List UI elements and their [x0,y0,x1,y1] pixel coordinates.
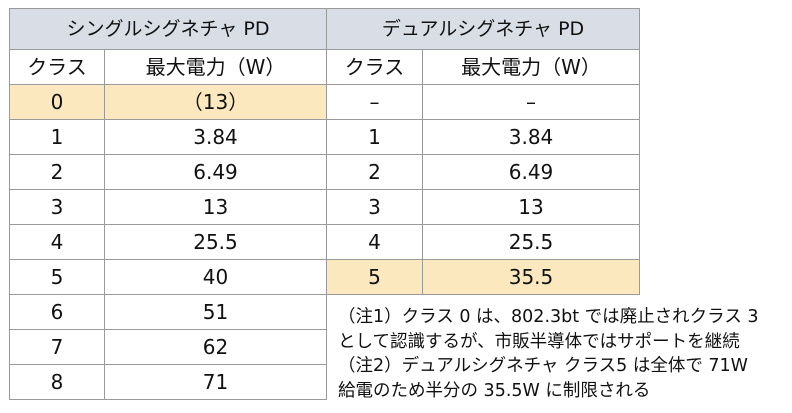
table-row: 1 3.84 [326,119,640,155]
table-row: 6 51 [9,294,327,330]
class-cell: 3 [326,189,423,225]
class-cell: 4 [326,224,423,260]
power-cell: 35.5 [422,259,640,295]
class-cell: 7 [9,329,105,365]
note-line: （注1）クラス 0 は、802.3bt では廃止されクラス 3 [338,307,759,327]
class-cell: 5 [326,259,423,295]
power-cell: 3.84 [422,119,640,155]
table-row: 5 35.5 [326,259,640,295]
power-cell: – [422,84,640,120]
power-cell: 6.49 [422,154,640,190]
table-row: 2 6.49 [326,154,640,190]
power-cell: 25.5 [422,224,640,260]
table-row: 7 62 [9,329,327,365]
table-row: 5 40 [9,259,327,295]
power-cell: 13 [422,189,640,225]
power-cell: 40 [104,259,327,295]
single-signature-table: シングルシグネチャ PD クラス 最大電力（W） 0 （13） 1 3.84 2… [9,8,327,400]
class-cell: 1 [9,119,105,155]
dual-col-class-header: クラス [326,49,423,85]
table-row: 4 25.5 [326,224,640,260]
single-signature-title: シングルシグネチャ PD [9,8,327,50]
power-cell: 3.84 [104,119,327,155]
table-row: – – [326,84,640,120]
class-cell: – [326,84,423,120]
class-cell: 2 [9,154,105,190]
power-cell: 62 [104,329,327,365]
table-row: 3 13 [9,189,327,225]
power-cell: （13） [104,84,327,120]
table-row: 8 71 [9,364,327,400]
class-cell: 1 [326,119,423,155]
class-cell: 2 [326,154,423,190]
table-row: 2 6.49 [9,154,327,190]
table-row: 4 25.5 [9,224,327,260]
note-line: として認識するが、市販半導体ではサポートを継続 [338,331,740,352]
dual-col-power-header: 最大電力（W） [422,49,640,85]
power-cell: 6.49 [104,154,327,190]
single-col-power-header: 最大電力（W） [104,49,327,85]
power-cell: 71 [104,364,327,400]
class-cell: 0 [9,84,105,120]
footnotes: （注1）クラス 0 は、802.3bt では廃止されクラス 3 として認識するが… [338,305,788,403]
class-cell: 8 [9,364,105,400]
table-row: 0 （13） [9,84,327,120]
class-cell: 4 [9,224,105,260]
power-cell: 51 [104,294,327,330]
power-cell: 13 [104,189,327,225]
power-cell: 25.5 [104,224,327,260]
note-line: （注2）デュアルシグネチャ クラス5 は全体で 71W [338,356,748,376]
note-line: 給電のため半分の 35.5W に制限される [338,380,651,401]
class-cell: 5 [9,259,105,295]
dual-signature-table: デュアルシグネチャ PD クラス 最大電力（W） – – 1 3.84 2 6.… [326,8,640,295]
single-col-class-header: クラス [9,49,105,85]
dual-signature-title: デュアルシグネチャ PD [326,8,640,50]
class-cell: 3 [9,189,105,225]
table-row: 1 3.84 [9,119,327,155]
class-cell: 6 [9,294,105,330]
table-row: 3 13 [326,189,640,225]
